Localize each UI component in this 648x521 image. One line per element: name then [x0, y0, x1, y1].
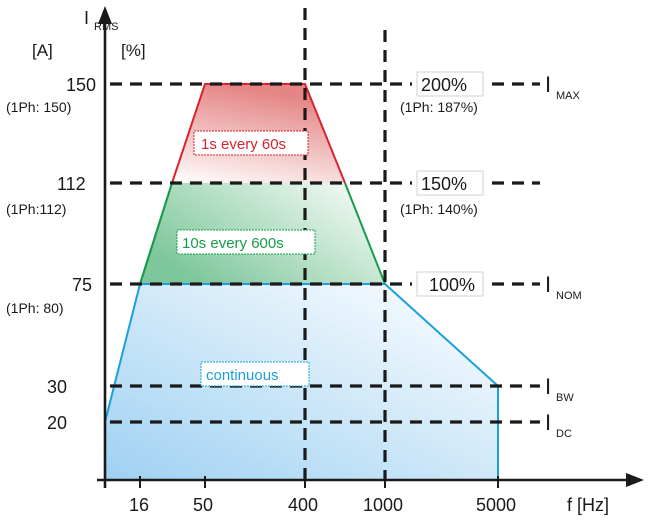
percent-label-150: 150% [421, 174, 467, 194]
x-axis-arrow [626, 473, 644, 487]
amps-label-30: 30 [47, 377, 67, 397]
amps-1ph-label-75: (1Ph: 80) [6, 300, 64, 316]
amps-1ph-label-112: (1Ph:112) [6, 201, 66, 217]
current-symbol-dc: I [545, 410, 551, 435]
x-axis-label: f [Hz] [567, 495, 609, 515]
percent-label-200: 200% [421, 75, 467, 95]
current-symbol-nom: I [545, 272, 551, 297]
current-sub-bw: BW [556, 392, 574, 404]
percent-1ph-label-200: (1Ph: 187%) [400, 99, 478, 115]
region-continuous-label-box [200, 361, 310, 387]
overload-10s-outline-left [139, 182, 173, 285]
percent-box-100 [416, 271, 484, 297]
amps-label-112: 112 [57, 174, 86, 194]
percent-box-200 [416, 71, 484, 97]
x-tick-label-1000: 1000 [363, 495, 403, 515]
percent-1ph-label-150: (1Ph: 140%) [400, 201, 478, 217]
current-symbol-bw: I [545, 374, 551, 399]
x-tick-label-5000: 5000 [476, 495, 516, 515]
region-1s-label-box [193, 130, 309, 156]
amps-label-75: 75 [72, 275, 92, 295]
y-axis-unit-percent: [%] [121, 41, 146, 60]
amps-1ph-label-150: (1Ph: 150) [6, 99, 71, 115]
x-tick-label-50: 50 [193, 495, 213, 515]
y-axis-symbol: I [84, 8, 89, 28]
region-10s-label-box [176, 229, 316, 255]
amps-label-150: 150 [66, 75, 96, 95]
region-continuous-label: continuous [206, 367, 279, 384]
current-symbol-max: I [545, 72, 551, 97]
y-axis-arrow [98, 6, 112, 24]
amps-label-20: 20 [47, 413, 67, 433]
current-sub-max: MAX [556, 90, 581, 102]
current-sub-dc: DC [556, 428, 572, 440]
y-axis-unit-amps: [A] [32, 41, 53, 60]
percent-box-150 [416, 170, 484, 196]
y-axis-symbol-sub: RMS [94, 21, 118, 33]
region-10s-label: 10s every 600s [182, 235, 284, 252]
x-tick-label-400: 400 [288, 495, 318, 515]
region-1s-label: 1s every 60s [201, 136, 286, 153]
percent-label-100: 100% [429, 275, 475, 295]
overload-10s-outline-right [344, 182, 386, 285]
current-sub-nom: NOM [556, 290, 582, 302]
x-tick-label-16: 16 [129, 495, 149, 515]
